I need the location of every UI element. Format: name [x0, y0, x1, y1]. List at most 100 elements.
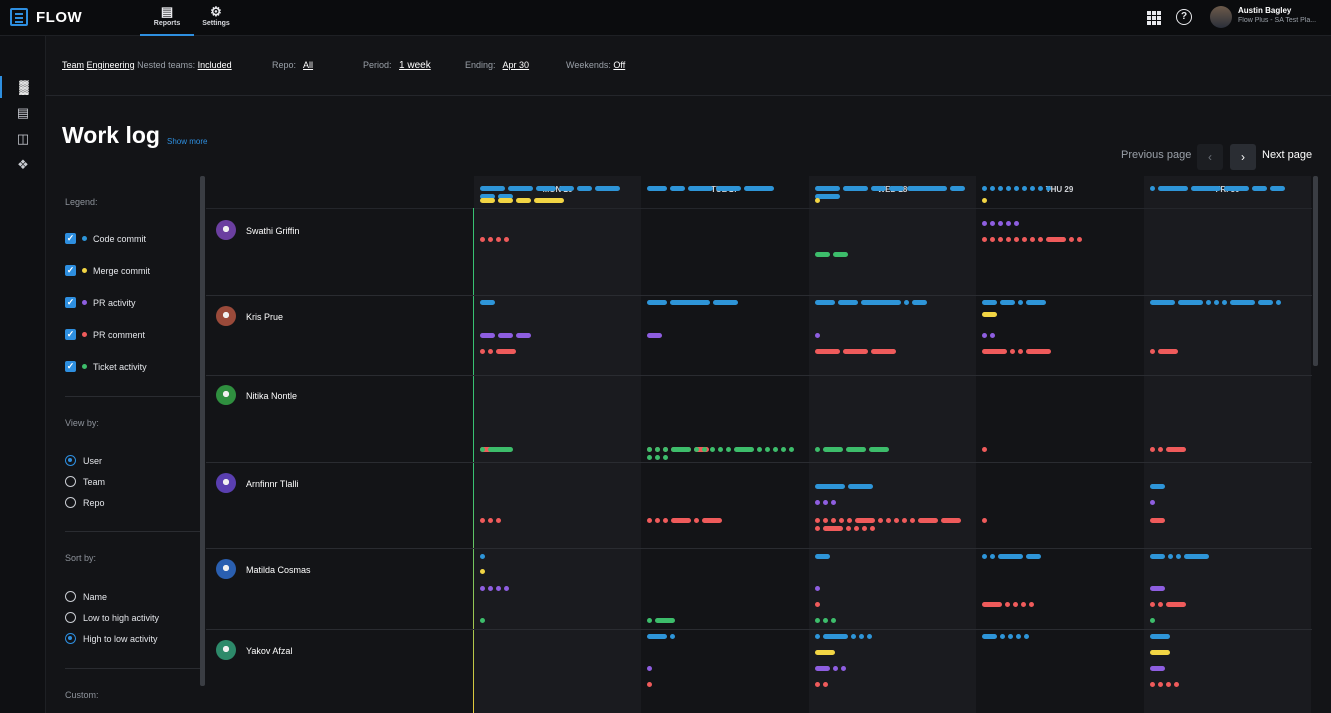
radio-icon[interactable]	[65, 591, 76, 602]
activity-marker[interactable]	[815, 526, 820, 531]
activity-marker[interactable]	[1030, 237, 1035, 242]
activity-marker[interactable]	[1026, 300, 1046, 305]
activity-marker[interactable]	[831, 500, 836, 505]
activity-marker[interactable]	[647, 634, 667, 639]
activity-marker[interactable]	[823, 682, 828, 687]
activity-marker[interactable]	[871, 186, 886, 191]
activity-marker[interactable]	[1150, 554, 1165, 559]
activity-marker[interactable]	[713, 300, 738, 305]
activity-marker[interactable]	[1022, 186, 1027, 191]
person-name[interactable]: Kris Prue	[246, 312, 284, 322]
activity-marker[interactable]	[1174, 682, 1179, 687]
activity-marker[interactable]	[878, 518, 883, 523]
activity-marker[interactable]	[480, 554, 485, 559]
activity-marker[interactable]	[480, 618, 485, 623]
activity-marker[interactable]	[1026, 349, 1051, 354]
activity-marker[interactable]	[670, 300, 710, 305]
checkbox-checked-icon[interactable]: ✓	[65, 233, 76, 244]
activity-marker[interactable]	[815, 650, 835, 655]
activity-marker[interactable]	[496, 237, 501, 242]
activity-marker[interactable]	[577, 186, 592, 191]
activity-marker[interactable]	[854, 526, 859, 531]
activity-marker[interactable]	[734, 447, 754, 452]
radio-option[interactable]: Repo	[65, 497, 105, 508]
avatar[interactable]	[216, 640, 236, 660]
legend-item[interactable]: ✓ PR activity	[65, 297, 136, 308]
activity-marker[interactable]	[1150, 618, 1155, 623]
activity-marker[interactable]	[480, 518, 485, 523]
table-scrollbar[interactable]	[1313, 176, 1318, 366]
activity-marker[interactable]	[1024, 634, 1029, 639]
activity-marker[interactable]	[1150, 447, 1155, 452]
activity-marker[interactable]	[781, 447, 786, 452]
activity-marker[interactable]	[488, 586, 493, 591]
activity-marker[interactable]	[1150, 300, 1175, 305]
activity-marker[interactable]	[671, 447, 691, 452]
activity-marker[interactable]	[815, 349, 840, 354]
activity-marker[interactable]	[516, 198, 531, 203]
activity-marker[interactable]	[841, 666, 846, 671]
activity-marker[interactable]	[1150, 682, 1155, 687]
activity-marker[interactable]	[534, 198, 564, 203]
next-page-label[interactable]: Next page	[1262, 149, 1313, 161]
activity-marker[interactable]	[757, 447, 762, 452]
legend-item[interactable]: ✓ Merge commit	[65, 265, 150, 276]
activity-marker[interactable]	[1030, 186, 1035, 191]
activity-marker[interactable]	[869, 447, 889, 452]
activity-marker[interactable]	[480, 186, 505, 191]
activity-marker[interactable]	[670, 186, 685, 191]
activity-marker[interactable]	[488, 349, 493, 354]
activity-marker[interactable]	[1252, 186, 1267, 191]
activity-marker[interactable]	[1013, 602, 1018, 607]
activity-marker[interactable]	[990, 186, 995, 191]
activity-marker[interactable]	[815, 252, 830, 257]
activity-marker[interactable]	[982, 518, 987, 523]
activity-marker[interactable]	[823, 500, 828, 505]
activity-marker[interactable]	[647, 300, 667, 305]
activity-marker[interactable]	[990, 237, 995, 242]
avatar[interactable]	[216, 220, 236, 240]
activity-marker[interactable]	[480, 300, 495, 305]
person-name[interactable]: Arnfinnr Tlalli	[246, 479, 299, 489]
activity-marker[interactable]	[1150, 650, 1170, 655]
activity-marker[interactable]	[1150, 186, 1155, 191]
previous-page-button[interactable]: ‹	[1197, 144, 1223, 170]
activity-marker[interactable]	[480, 569, 485, 574]
activity-marker[interactable]	[815, 500, 820, 505]
avatar[interactable]	[216, 306, 236, 326]
activity-marker[interactable]	[508, 186, 533, 191]
activity-marker[interactable]	[710, 447, 715, 452]
activity-marker[interactable]	[843, 186, 868, 191]
activity-marker[interactable]	[870, 526, 875, 531]
activity-marker[interactable]	[851, 634, 856, 639]
activity-marker[interactable]	[1150, 666, 1165, 671]
activity-marker[interactable]	[815, 554, 830, 559]
activity-marker[interactable]	[1014, 237, 1019, 242]
activity-marker[interactable]	[480, 194, 495, 199]
activity-marker[interactable]	[833, 666, 838, 671]
activity-marker[interactable]	[1069, 237, 1074, 242]
activity-marker[interactable]	[990, 333, 995, 338]
activity-marker[interactable]	[982, 198, 987, 203]
activity-marker[interactable]	[815, 666, 830, 671]
activity-marker[interactable]	[815, 682, 820, 687]
activity-marker[interactable]	[647, 186, 667, 191]
activity-marker[interactable]	[1168, 554, 1173, 559]
activity-marker[interactable]	[498, 194, 513, 199]
legend-item[interactable]: ✓ Code commit	[65, 233, 146, 244]
activity-marker[interactable]	[982, 333, 987, 338]
activity-marker[interactable]	[912, 300, 927, 305]
activity-marker[interactable]	[702, 447, 707, 452]
activity-marker[interactable]	[480, 198, 495, 203]
activity-marker[interactable]	[1222, 300, 1227, 305]
activity-marker[interactable]	[871, 349, 896, 354]
activity-marker[interactable]	[516, 333, 531, 338]
logo[interactable]: FLOW	[10, 8, 82, 26]
activity-marker[interactable]	[1077, 237, 1082, 242]
person-name[interactable]: Nitika Nontle	[246, 391, 298, 401]
activity-marker[interactable]	[655, 447, 660, 452]
activity-marker[interactable]	[1150, 484, 1165, 489]
activity-marker[interactable]	[765, 447, 770, 452]
activity-marker[interactable]	[918, 518, 938, 523]
radio-option[interactable]: Name	[65, 591, 107, 602]
